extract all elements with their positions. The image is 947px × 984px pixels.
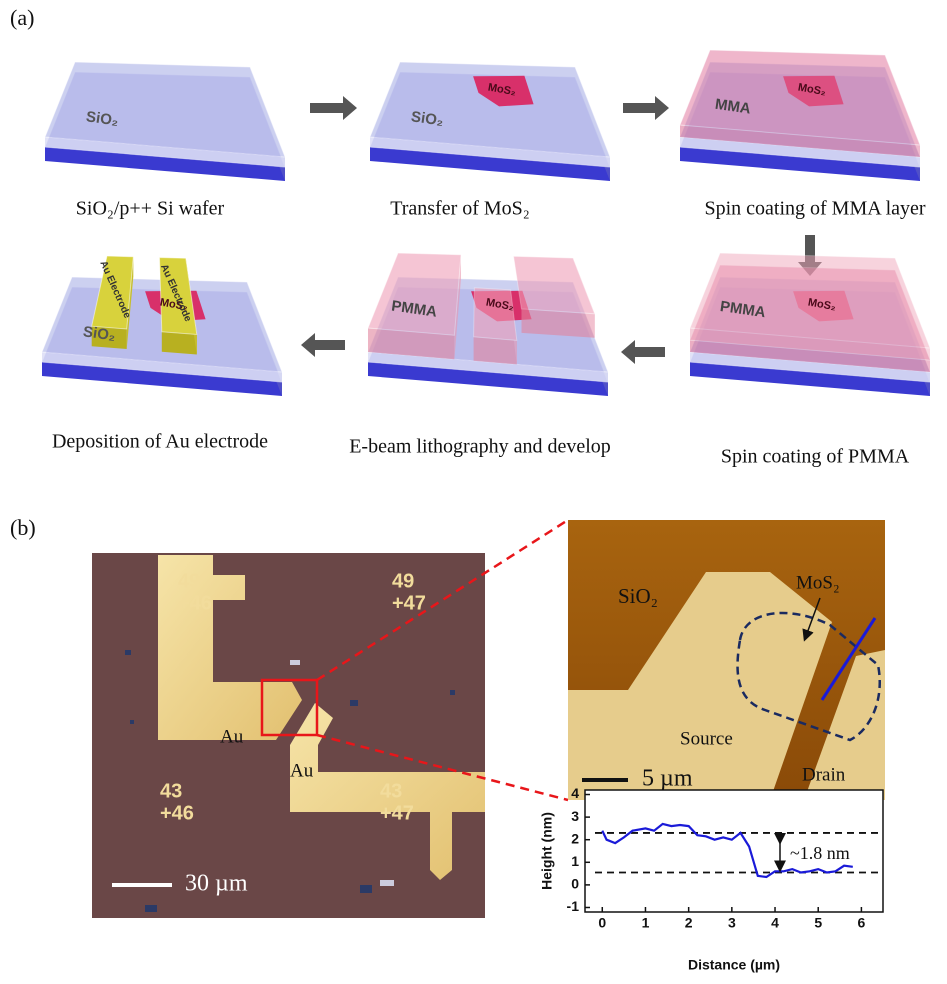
resist-block-top: [514, 256, 595, 314]
electrode-label: Au: [220, 726, 244, 747]
process-steps: SiO₂/p++ Si wafer Transfer of MoS₂ Spin co…: [42, 50, 930, 468]
wafer-marker: +46: [178, 592, 212, 614]
scale-bar-label: 30 µm: [185, 871, 248, 897]
wafer-marker: 43: [380, 780, 402, 802]
optical-image: [92, 553, 485, 918]
scale-bar-label: 5 µm: [642, 766, 693, 792]
step-caption: SiO₂/p++ Si wafer: [76, 198, 225, 220]
afm-label: MoS₂: [796, 572, 840, 593]
y-tick-label: -1: [567, 898, 580, 914]
au-electrode-front: [162, 332, 197, 355]
y-axis-label: Height (nm): [539, 812, 555, 890]
x-tick-label: 1: [642, 915, 650, 931]
x-tick-label: 3: [728, 915, 736, 931]
y-tick-label: 3: [571, 808, 579, 824]
step-caption: Deposition of Au electrode: [52, 431, 268, 453]
wafer-marker: +46: [160, 802, 194, 824]
arrow: [301, 333, 345, 357]
arrow: [623, 96, 669, 120]
annotation: ~1.8 nm: [790, 843, 850, 863]
wafer-marker: +47: [380, 802, 414, 824]
wafer-marker: +47: [392, 592, 426, 614]
afm-image: [568, 520, 885, 800]
process-step: SiO₂/p++ Si wafer: [45, 62, 285, 220]
process-step: Spin coating of PMMA: [690, 253, 930, 468]
step-caption: Spin coating of PMMA: [721, 446, 910, 468]
afm-label: Drain: [802, 764, 846, 785]
resist-block-top: [368, 253, 461, 335]
wafer-marker: 49: [392, 570, 414, 592]
x-tick-label: 2: [685, 915, 693, 931]
resist-block-front: [474, 337, 517, 365]
panel-label: (b): [10, 515, 36, 540]
wafer-marker: 49: [178, 570, 200, 592]
x-tick-label: 6: [858, 915, 866, 931]
afm-label: SiO₂: [618, 584, 658, 608]
afm-label: Source: [680, 728, 733, 749]
step-caption: E-beam lithography and develop: [349, 436, 611, 458]
x-axis-label: Distance (µm): [688, 957, 780, 973]
panel-label: (a): [10, 5, 34, 30]
electrode-label: Au: [290, 760, 314, 781]
y-tick-label: 0: [571, 876, 579, 892]
resist-block-top: [474, 288, 517, 341]
step-caption: Transfer of MoS₂: [390, 198, 530, 220]
y-tick-label: 4: [571, 785, 579, 801]
x-tick-label: 0: [598, 915, 606, 931]
process-step: E-beam lithography and develop: [349, 253, 611, 458]
arrow: [310, 96, 357, 120]
figure: (a) (b) SiO₂/p++ Si waferTransfer of: [0, 0, 947, 984]
y-tick-label: 2: [571, 830, 579, 846]
x-tick-label: 5: [814, 915, 822, 931]
y-tick-label: 1: [571, 853, 579, 869]
arrow: [621, 340, 665, 364]
process-step: Deposition of Au electrode: [42, 256, 282, 453]
process-step: Spin coating of MMA layer: [680, 50, 926, 220]
resist-block: [514, 256, 595, 338]
step-caption: Spin coating of MMA layer: [704, 198, 925, 220]
x-tick-label: 4: [771, 915, 779, 931]
wafer-marker: 43: [160, 780, 182, 802]
